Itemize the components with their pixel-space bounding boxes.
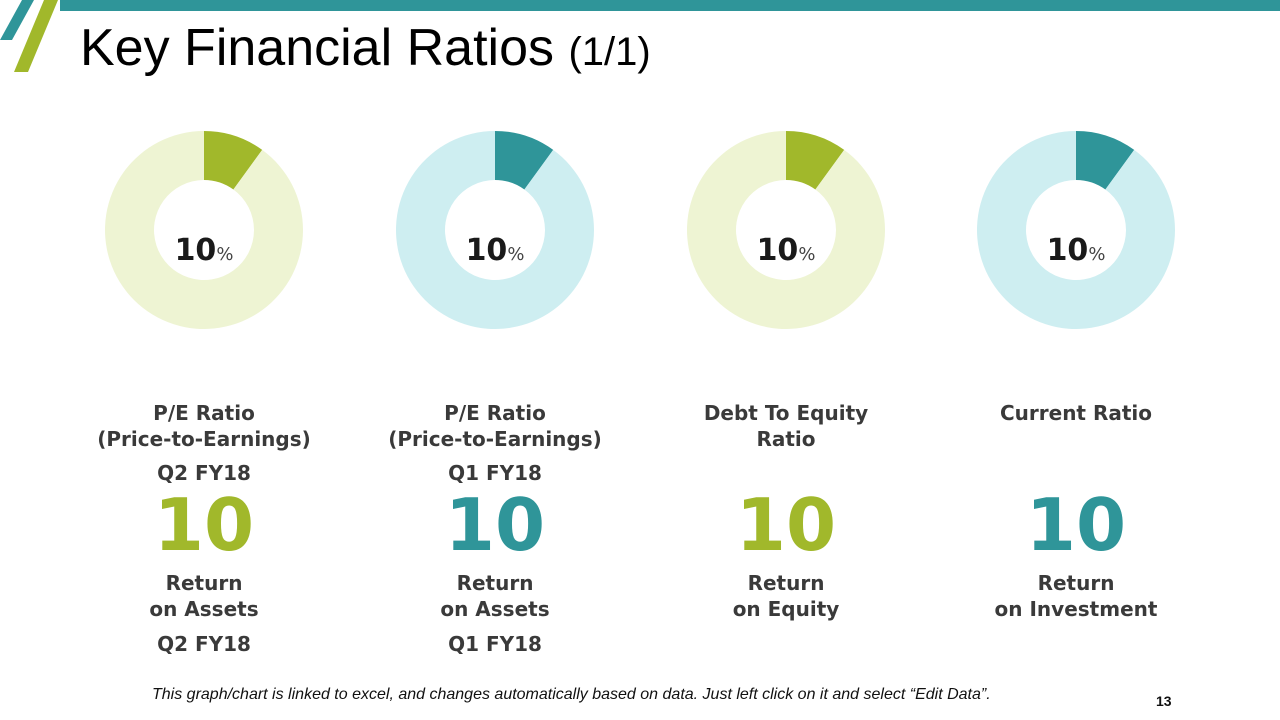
title-main: Key Financial Ratios [80,19,554,77]
donut-remainder-slice [977,131,1175,329]
header-accent-bar [60,0,1280,11]
center-unit: % [507,244,525,265]
green-stripe [14,0,58,72]
return-label-line1: Return [165,571,243,595]
return-period: Q2 FY18 [157,632,251,656]
return-label: Return on Investment [931,570,1221,622]
donut-chart-3 [687,131,885,329]
return-label-line1: Return [747,571,825,595]
donut-remainder-slice [396,131,594,329]
metric-label: P/E Ratio (Price-to-Earnings) [59,400,349,452]
metric-period: Q1 FY18 [448,461,542,485]
ratio-panel-4: 10% Current Ratio 10 Return on Investment [931,130,1221,621]
donut-value-slice [204,131,263,190]
big-value: 10 [735,483,837,567]
metric-label-line1: Debt To Equity [703,401,869,425]
center-value: 10 [465,233,508,268]
center-unit: % [216,244,234,265]
return-label-line2: on Assets [149,597,259,621]
metric-label-line2: (Price-to-Earnings) [97,427,311,451]
donut-center-label: 10% [350,233,640,268]
donut-remainder-slice [687,131,885,329]
donut-chart-2 [396,131,594,329]
return-label: Return on Equity [641,570,931,622]
donut-value-slice [1076,131,1135,190]
big-value: 10 [444,483,546,567]
big-value: 10 [153,483,255,567]
donut-chart-1 [104,131,303,329]
center-value: 10 [756,233,799,268]
return-label-line1: Return [1037,571,1115,595]
metric-label: Debt To Equity Ratio [641,400,931,452]
metric-label-line1: P/E Ratio [444,401,546,425]
donut-chart-4 [977,131,1175,329]
donut-center-label: 10% [59,233,349,268]
footnote: This graph/chart is linked to excel, and… [152,686,991,703]
donut-center-label: 10% [931,233,1221,268]
metric-label: P/E Ratio (Price-to-Earnings) [350,400,640,452]
center-unit: % [798,244,816,265]
return-label-line2: on Equity [732,597,840,621]
metric-period: Q2 FY18 [157,461,251,485]
return-label-line1: Return [456,571,534,595]
return-label: Return on Assets [350,570,640,622]
center-unit: % [1088,244,1106,265]
ratio-panel-1: 10% P/E Ratio (Price-to-Earnings) Q2 FY18… [59,130,349,656]
page-number: 13 [1156,693,1172,709]
return-label: Return on Assets [59,570,349,622]
metric-label-line2: (Price-to-Earnings) [388,427,602,451]
ratio-panel-3: 10% Debt To Equity Ratio 10 Return on Equi… [641,130,931,621]
corner-stripes-decoration [0,0,58,72]
center-value: 10 [1046,233,1089,268]
return-period: Q1 FY18 [448,632,542,656]
return-label-line2: on Assets [440,597,550,621]
metric-label: Current Ratio [931,400,1221,426]
metric-label-line1: P/E Ratio [153,401,255,425]
title-suffix: (1/1) [568,30,651,74]
metric-label-line2: Ratio [756,427,816,451]
page-title: Key Financial Ratios (1/1) [80,18,651,78]
return-label-line2: on Investment [994,597,1158,621]
donut-value-slice [495,131,554,190]
donut-remainder-slice [104,131,303,329]
metric-label-line1: Current Ratio [999,401,1153,425]
big-value: 10 [1025,483,1127,567]
donut-value-slice [786,131,845,190]
center-value: 10 [174,233,217,268]
donut-center-label: 10% [641,233,931,268]
teal-stripe [0,0,34,40]
ratio-panel-2: 10% P/E Ratio (Price-to-Earnings) Q1 FY18… [350,130,640,656]
